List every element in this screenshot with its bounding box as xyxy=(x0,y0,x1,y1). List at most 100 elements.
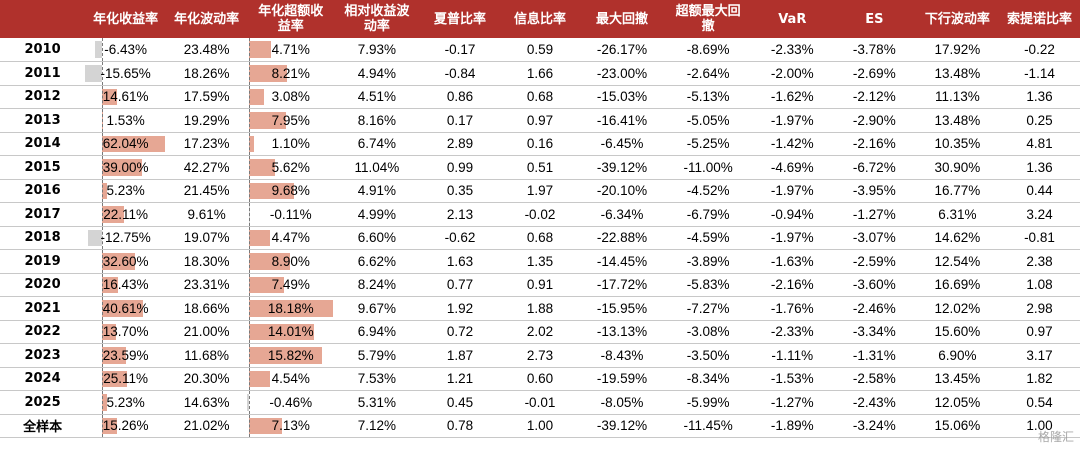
cell-vol: 17.23% xyxy=(166,132,248,156)
bar-axis-line xyxy=(249,179,251,202)
cell-emdd: -4.59% xyxy=(664,226,752,250)
bar-axis-line xyxy=(101,62,103,85)
annual-return-cell: 23.59% xyxy=(85,343,167,368)
cell-ir: 0.68 xyxy=(500,226,580,250)
cell-ir: 0.59 xyxy=(500,38,580,62)
cell-rvol: 7.93% xyxy=(334,38,420,62)
cell-emdd: -8.69% xyxy=(664,38,752,62)
excess-return-cell: 9.68% xyxy=(247,179,335,203)
cell-value: 39.00% xyxy=(102,159,149,175)
excess-return-cell: 4.71% xyxy=(247,38,335,62)
header-cell: VaR xyxy=(751,0,833,38)
excess-bar xyxy=(249,135,255,152)
cell-sortino: 2.38 xyxy=(998,249,1080,274)
cell-es: -1.31% xyxy=(832,343,916,368)
annual-return-cell: 25.11% xyxy=(85,367,167,391)
cell-mdd: -17.72% xyxy=(579,273,665,297)
cell-mdd: -19.59% xyxy=(579,367,665,391)
excess-bar xyxy=(249,182,294,199)
bar-axis-line xyxy=(101,203,103,226)
row-year-label: 2023 xyxy=(0,343,86,368)
bar-axis-line xyxy=(249,414,251,437)
cell-value: 4.54% xyxy=(271,371,310,387)
cell-value: 8.21% xyxy=(271,65,310,81)
bar-axis-line xyxy=(249,132,251,155)
cell-sharpe: 1.87 xyxy=(419,343,501,368)
cell-value: 8.90% xyxy=(271,253,310,269)
cell-mdd: -8.43% xyxy=(579,343,665,368)
cell-ir: 0.97 xyxy=(500,108,580,133)
return-bar xyxy=(88,229,102,246)
cell-rvol: 4.99% xyxy=(334,202,420,227)
header-cell: 下行波动率 xyxy=(915,0,999,38)
cell-var: -1.27% xyxy=(751,390,833,415)
watermark-logo: 格隆汇 xyxy=(1037,430,1074,444)
cell-es: -2.46% xyxy=(832,296,916,321)
annual-return-cell: 15.26% xyxy=(85,414,167,438)
bar-axis-line xyxy=(101,391,103,414)
cell-emdd: -7.27% xyxy=(664,296,752,321)
cell-mdd: -8.05% xyxy=(579,390,665,415)
annual-return-cell: 5.23% xyxy=(85,179,167,203)
cell-sharpe: 0.45 xyxy=(419,390,501,415)
return-bar xyxy=(94,41,102,58)
cell-value: 7.49% xyxy=(271,277,310,293)
table-row: 2013 1.53% 19.29% 7.95% 8.16% 0.17 0.97 -16.41%… xyxy=(0,108,1080,133)
cell-dvol: 13.48% xyxy=(915,61,999,86)
cell-ir: 0.51 xyxy=(500,155,580,180)
bar-axis-line xyxy=(101,38,103,61)
cell-var: -2.33% xyxy=(751,320,833,344)
cell-emdd: -5.05% xyxy=(664,108,752,133)
excess-bar xyxy=(249,347,323,364)
cell-sharpe: 1.21 xyxy=(419,367,501,391)
excess-bar xyxy=(249,370,271,387)
cell-rvol: 6.62% xyxy=(334,249,420,274)
cell-vol: 23.31% xyxy=(166,273,248,297)
cell-es: -2.59% xyxy=(832,249,916,274)
cell-rvol: 4.51% xyxy=(334,85,420,109)
cell-rvol: 6.94% xyxy=(334,320,420,344)
cell-emdd: -5.83% xyxy=(664,273,752,297)
cell-rvol: 8.16% xyxy=(334,108,420,133)
excess-return-cell: 7.95% xyxy=(247,108,335,133)
cell-value: 25.11% xyxy=(103,371,149,387)
cell-value: 13.70% xyxy=(102,324,149,340)
cell-ir: 0.16 xyxy=(500,132,580,156)
excess-return-cell: -0.46% xyxy=(247,390,335,415)
row-year-label: 2017 xyxy=(0,202,86,227)
cell-dvol: 12.54% xyxy=(915,249,999,274)
cell-dvol: 16.77% xyxy=(915,179,999,203)
cell-value: 15.26% xyxy=(102,418,149,434)
cell-value: 4.71% xyxy=(271,42,310,57)
table-row: 2011 -15.65% 18.26% 8.21% 4.94% -0.84 1.66 -23.… xyxy=(0,61,1080,86)
cell-vol: 19.29% xyxy=(166,108,248,133)
cell-vol: 11.68% xyxy=(166,343,248,368)
row-year-label: 2019 xyxy=(0,249,86,274)
cell-mdd: -23.00% xyxy=(579,61,665,86)
bar-axis-line xyxy=(249,62,251,85)
cell-es: -3.34% xyxy=(832,320,916,344)
cell-var: -1.53% xyxy=(751,367,833,391)
cell-value: 14.01% xyxy=(267,324,314,340)
cell-sortino: 0.97 xyxy=(998,320,1080,344)
excess-bar xyxy=(247,394,250,411)
table-row: 2017 22.11% 9.61% -0.11% 4.99% 2.13 -0.02 -6.34… xyxy=(0,202,1080,227)
cell-vol: 21.02% xyxy=(166,414,248,438)
bar-axis-line xyxy=(249,367,251,390)
table-row: 2015 39.00% 42.27% 5.62% 11.04% 0.99 0.51 -39.1… xyxy=(0,155,1080,180)
annual-return-cell: 13.70% xyxy=(85,320,167,344)
cell-sortino: -0.81 xyxy=(998,226,1080,250)
cell-sharpe: 0.78 xyxy=(419,414,501,438)
annual-return-cell: 39.00% xyxy=(85,155,167,180)
return-bar xyxy=(101,88,117,105)
excess-return-cell: 4.47% xyxy=(247,226,335,250)
cell-value: 22.11% xyxy=(103,206,149,222)
bar-axis-line xyxy=(249,38,251,61)
cell-rvol: 5.31% xyxy=(334,390,420,415)
excess-bar xyxy=(249,41,272,58)
cell-emdd: -5.99% xyxy=(664,390,752,415)
cell-sharpe: 2.89 xyxy=(419,132,501,156)
cell-ir: 1.97 xyxy=(500,179,580,203)
row-year-label: 2015 xyxy=(0,155,86,180)
